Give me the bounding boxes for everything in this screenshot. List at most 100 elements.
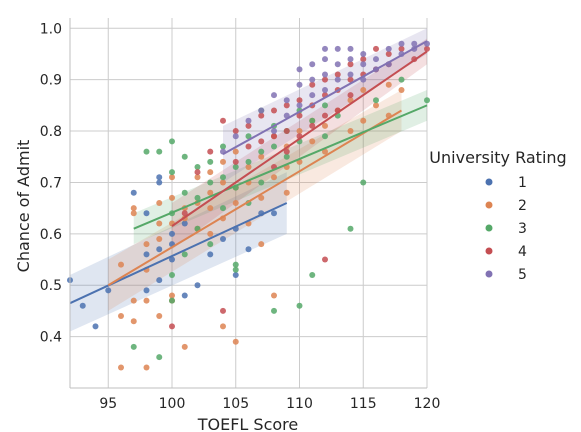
data-point-3 (220, 143, 226, 150)
data-point-1 (220, 235, 226, 242)
y-tick-label: 0.4 (40, 330, 62, 346)
data-point-3 (424, 97, 430, 104)
data-point-4 (322, 112, 328, 119)
data-point-1 (207, 251, 214, 258)
data-point-2 (360, 117, 367, 124)
data-point-2 (373, 102, 379, 109)
data-point-5 (385, 45, 392, 52)
data-point-2 (156, 220, 163, 227)
data-point-5 (347, 56, 354, 63)
regression-line-5 (222, 40, 428, 156)
data-point-2 (385, 81, 392, 88)
data-point-4 (283, 128, 290, 135)
data-point-3 (169, 297, 175, 304)
data-point-3 (398, 76, 405, 83)
legend-label-2: 2 (518, 198, 527, 214)
data-point-2 (118, 313, 124, 320)
data-point-4 (385, 50, 392, 57)
data-point-3 (232, 261, 239, 268)
data-point-3 (169, 169, 175, 176)
data-point-4 (232, 158, 239, 165)
data-point-2 (169, 292, 175, 299)
data-point-2 (220, 158, 226, 165)
data-point-3 (194, 164, 201, 171)
data-point-2 (245, 164, 252, 171)
data-point-4 (194, 169, 201, 176)
data-point-3 (322, 102, 328, 109)
data-point-3 (347, 225, 354, 232)
data-point-4 (334, 71, 341, 78)
data-point-5 (334, 76, 341, 83)
data-point-2 (130, 205, 137, 212)
data-point-1 (156, 246, 163, 253)
data-point-2 (258, 153, 265, 160)
data-point-3 (181, 153, 188, 160)
data-point-3 (258, 179, 265, 186)
data-point-2 (232, 200, 239, 206)
data-point-1 (130, 189, 137, 196)
data-point-5 (411, 40, 418, 47)
data-point-2 (271, 174, 277, 181)
data-point-5 (322, 45, 328, 52)
y-tick-label: 0.6 (40, 227, 62, 243)
data-point-3 (169, 138, 175, 145)
data-point-4 (347, 92, 354, 99)
data-point-3 (130, 343, 137, 350)
data-point-4 (258, 112, 265, 119)
data-point-4 (322, 76, 328, 83)
y-tick-label: 0.9 (40, 73, 62, 89)
data-point-2 (130, 297, 137, 304)
y-tick-label: 0.5 (40, 278, 62, 294)
data-point-3 (220, 174, 226, 181)
data-point-1 (181, 220, 188, 227)
data-point-2 (143, 241, 150, 248)
data-point-2 (271, 292, 277, 299)
data-point-4 (283, 148, 290, 155)
data-point-2 (207, 230, 214, 237)
y-tick-labels: 0.4 0.5 0.6 0.7 0.8 0.9 1.0 (40, 21, 62, 345)
data-point-4 (360, 56, 367, 63)
data-point-3 (309, 271, 316, 278)
data-point-2 (130, 318, 137, 325)
data-point-2 (130, 210, 137, 217)
data-point-1 (143, 210, 150, 217)
data-point-3 (207, 179, 214, 186)
data-point-3 (181, 189, 188, 196)
regression-lines (69, 40, 428, 305)
data-point-2 (118, 364, 124, 371)
data-point-1 (232, 271, 239, 278)
data-point-5 (360, 61, 367, 68)
legend-label-3: 3 (518, 221, 527, 237)
legend-marker-3 (485, 224, 493, 232)
confidence-band-2 (108, 89, 402, 311)
data-point-3 (220, 205, 226, 212)
data-point-4 (207, 148, 214, 155)
data-point-5 (309, 61, 316, 68)
data-point-3 (271, 143, 277, 150)
data-point-3 (156, 148, 163, 155)
data-point-4 (181, 210, 188, 217)
data-point-5 (296, 102, 303, 109)
data-point-1 (156, 277, 163, 284)
x-tick-label: 110 (286, 396, 313, 412)
data-point-5 (322, 56, 328, 63)
legend-label-4: 4 (518, 244, 527, 260)
data-point-4 (424, 45, 430, 52)
y-tick-label: 1.0 (40, 21, 62, 37)
data-point-4 (296, 97, 303, 104)
data-point-2 (296, 128, 303, 135)
data-point-2 (194, 174, 201, 181)
x-tick-label: 120 (414, 396, 441, 412)
data-point-2 (360, 86, 367, 93)
data-point-3 (245, 158, 252, 165)
y-axis-title: Chance of Admit (14, 140, 33, 273)
data-point-5 (296, 81, 303, 88)
data-point-3 (309, 117, 316, 124)
data-point-5 (398, 40, 405, 47)
data-point-1 (181, 292, 188, 299)
data-point-5 (296, 66, 303, 73)
data-point-1 (143, 287, 150, 294)
data-point-3 (181, 251, 188, 258)
data-point-4 (220, 307, 226, 314)
legend-marker-5 (485, 270, 493, 278)
